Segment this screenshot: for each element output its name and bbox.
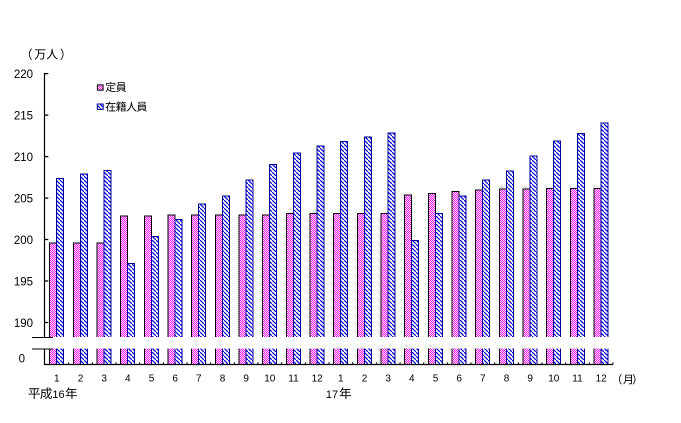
svg-text:8: 8 xyxy=(504,373,510,384)
svg-text:210: 210 xyxy=(14,152,33,164)
svg-text:2: 2 xyxy=(362,373,368,384)
svg-text:4: 4 xyxy=(409,373,415,384)
svg-text:11: 11 xyxy=(288,373,299,384)
svg-text:7: 7 xyxy=(196,373,202,384)
svg-text:11: 11 xyxy=(572,373,583,384)
svg-text:0: 0 xyxy=(19,354,25,366)
svg-text:16: 16 xyxy=(52,389,64,401)
svg-text:12: 12 xyxy=(596,373,608,384)
svg-text:4: 4 xyxy=(125,373,131,384)
svg-text:6: 6 xyxy=(172,373,178,384)
svg-text:5: 5 xyxy=(433,373,439,384)
svg-text:17: 17 xyxy=(326,389,338,401)
svg-text:190: 190 xyxy=(14,318,33,330)
svg-text:205: 205 xyxy=(14,194,33,206)
svg-text:5: 5 xyxy=(149,373,155,384)
svg-text:215: 215 xyxy=(14,111,33,123)
svg-text:7: 7 xyxy=(480,373,486,384)
svg-text:2: 2 xyxy=(78,373,84,384)
svg-text:220: 220 xyxy=(14,69,33,81)
svg-text:12: 12 xyxy=(312,373,324,384)
svg-text:9: 9 xyxy=(527,373,533,384)
svg-text:1: 1 xyxy=(338,373,344,384)
svg-text:8: 8 xyxy=(220,373,226,384)
svg-text:10: 10 xyxy=(264,373,276,384)
svg-text:200: 200 xyxy=(14,235,33,247)
svg-text:3: 3 xyxy=(101,373,107,384)
svg-text:3: 3 xyxy=(385,373,391,384)
svg-text:10: 10 xyxy=(548,373,560,384)
svg-text:6: 6 xyxy=(456,373,462,384)
svg-text:9: 9 xyxy=(243,373,249,384)
svg-text:195: 195 xyxy=(14,277,33,289)
svg-text:1: 1 xyxy=(54,373,60,384)
